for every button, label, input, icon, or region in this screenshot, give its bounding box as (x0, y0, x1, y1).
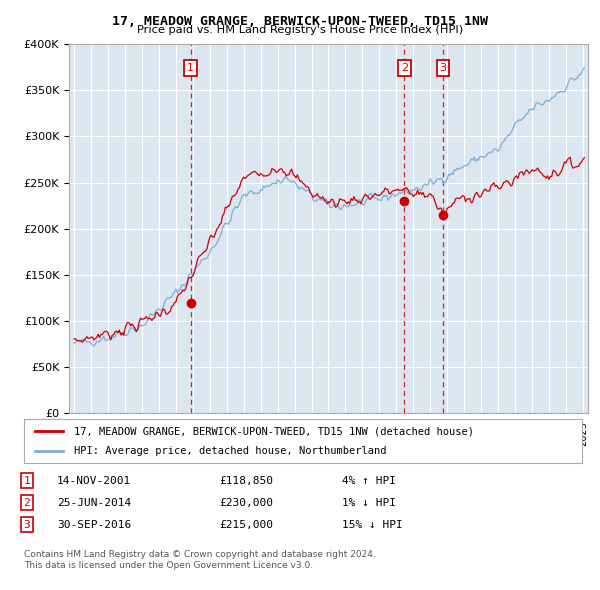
Text: 3: 3 (23, 520, 31, 529)
Text: 15% ↓ HPI: 15% ↓ HPI (342, 520, 403, 529)
Text: 17, MEADOW GRANGE, BERWICK-UPON-TWEED, TD15 1NW: 17, MEADOW GRANGE, BERWICK-UPON-TWEED, T… (112, 15, 488, 28)
Text: Price paid vs. HM Land Registry's House Price Index (HPI): Price paid vs. HM Land Registry's House … (137, 25, 463, 35)
Text: 2: 2 (23, 498, 31, 507)
Text: 1% ↓ HPI: 1% ↓ HPI (342, 498, 396, 507)
Text: HPI: Average price, detached house, Northumberland: HPI: Average price, detached house, Nort… (74, 446, 387, 455)
Text: 4% ↑ HPI: 4% ↑ HPI (342, 476, 396, 486)
Text: 30-SEP-2016: 30-SEP-2016 (57, 520, 131, 529)
Text: 17, MEADOW GRANGE, BERWICK-UPON-TWEED, TD15 1NW (detached house): 17, MEADOW GRANGE, BERWICK-UPON-TWEED, T… (74, 427, 474, 436)
Text: 1: 1 (23, 476, 31, 486)
Text: This data is licensed under the Open Government Licence v3.0.: This data is licensed under the Open Gov… (24, 560, 313, 569)
Text: Contains HM Land Registry data © Crown copyright and database right 2024.: Contains HM Land Registry data © Crown c… (24, 550, 376, 559)
Text: £215,000: £215,000 (219, 520, 273, 529)
Text: 14-NOV-2001: 14-NOV-2001 (57, 476, 131, 486)
Text: 2: 2 (401, 63, 408, 73)
Text: £230,000: £230,000 (219, 498, 273, 507)
Text: 1: 1 (187, 63, 194, 73)
Text: £118,850: £118,850 (219, 476, 273, 486)
Text: 3: 3 (439, 63, 446, 73)
Text: 25-JUN-2014: 25-JUN-2014 (57, 498, 131, 507)
